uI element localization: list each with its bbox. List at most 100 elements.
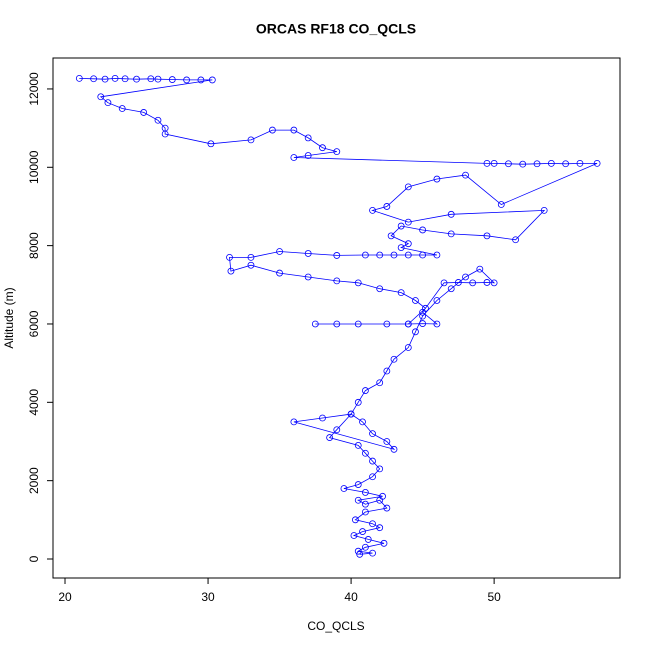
data-point [111, 74, 119, 82]
data-point [369, 430, 376, 438]
data-point [247, 136, 255, 144]
data-point [419, 308, 427, 316]
data-point [483, 279, 491, 286]
data-point [447, 230, 455, 238]
data-point [359, 418, 366, 426]
data-point [140, 109, 148, 116]
data-point [361, 489, 369, 496]
data-point [290, 154, 298, 161]
data-point [333, 148, 341, 156]
data-point [419, 320, 427, 327]
data-point [354, 279, 362, 287]
data-point [369, 520, 376, 528]
data-point [304, 152, 312, 159]
data-point [490, 279, 498, 287]
data-point [383, 504, 391, 512]
data-point [361, 449, 369, 457]
data-point [369, 473, 376, 481]
data-point [276, 269, 283, 277]
data-point [512, 236, 519, 244]
data-point [319, 144, 326, 152]
data-point [383, 438, 391, 445]
chart-title: ORCAS RF18 CO_QCLS [256, 21, 416, 37]
data-point [161, 130, 169, 138]
data-point [319, 414, 326, 422]
data-point [412, 328, 419, 336]
data-point [576, 159, 584, 167]
data-point [333, 320, 341, 328]
data-point [247, 253, 255, 261]
data-point [390, 251, 398, 259]
data-point [369, 206, 376, 214]
x-tick-label: 50 [487, 590, 501, 604]
data-point [547, 159, 555, 167]
data-point [404, 218, 412, 226]
data-point [376, 496, 384, 504]
data-point [359, 528, 366, 535]
data-point [404, 344, 412, 351]
data-point [454, 279, 462, 286]
data-point [447, 210, 455, 218]
x-tick-label: 20 [58, 590, 72, 604]
data-point [304, 273, 312, 281]
data-point [519, 160, 527, 168]
y-tick-label: 8000 [27, 232, 41, 259]
data-point [383, 367, 391, 375]
data-point [412, 297, 419, 304]
data-point [433, 297, 441, 304]
data-point [361, 543, 369, 551]
data-point [356, 550, 364, 558]
data-point [290, 126, 298, 134]
data-point [419, 226, 427, 234]
data-point [226, 253, 233, 261]
data-point [376, 285, 384, 293]
data-point [354, 547, 362, 555]
data-point [433, 320, 441, 328]
data-point [376, 465, 384, 473]
data-point [376, 379, 384, 387]
data-point [476, 265, 484, 273]
data-point [440, 279, 448, 287]
data-point [387, 232, 395, 240]
data-point [97, 93, 105, 101]
data-point [433, 175, 441, 183]
data-point [483, 232, 491, 240]
data-point [404, 183, 412, 191]
data-point [390, 445, 398, 453]
data-point [121, 75, 129, 83]
data-point [369, 457, 376, 465]
data-point [354, 320, 362, 328]
data-point [447, 285, 455, 293]
data-point [354, 442, 362, 449]
y-tick-label: 2000 [27, 467, 41, 494]
y-tick-label: 4000 [27, 389, 41, 416]
data-point [304, 134, 312, 142]
data-point [340, 485, 348, 492]
data-point [383, 320, 391, 328]
data-point [197, 76, 205, 84]
data-point [333, 277, 341, 285]
data-point [361, 500, 369, 508]
data-point [101, 75, 109, 83]
data-point [505, 160, 512, 168]
data-point [376, 251, 384, 259]
data-point [462, 273, 469, 281]
data-point [118, 105, 126, 112]
data-point [304, 250, 312, 257]
plot-frame [52, 57, 621, 579]
data-point [433, 251, 441, 259]
data-point [369, 549, 376, 557]
data-point [404, 240, 412, 248]
x-tick-label: 30 [201, 590, 215, 604]
data-point [183, 76, 190, 84]
data-point [333, 426, 341, 434]
data-point [364, 536, 372, 543]
data-point [404, 251, 412, 259]
data-point [133, 75, 140, 83]
data-point [269, 126, 276, 134]
x-axis-label: CO_QCLS [307, 619, 364, 633]
data-point [483, 159, 491, 167]
data-point [376, 524, 384, 532]
data-point [247, 261, 255, 269]
